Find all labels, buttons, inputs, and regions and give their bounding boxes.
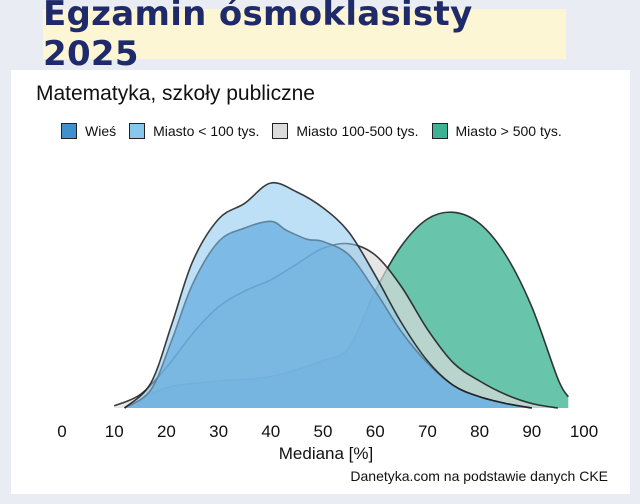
legend-swatch	[431, 123, 448, 139]
x-tick-label: 70	[418, 422, 437, 441]
legend-item: Miasto 100-500 tys.	[272, 123, 419, 139]
area-city-under-100k	[124, 182, 532, 408]
x-tick-label: 80	[470, 422, 489, 441]
legend-item: Wieś	[61, 123, 116, 139]
legend-label: Wieś	[85, 123, 117, 139]
legend-label: Miasto 100-500 tys.	[296, 123, 419, 139]
x-tick-label: 30	[209, 422, 228, 441]
x-tick-label: 10	[105, 422, 124, 441]
legend-label: Miasto < 100 tys.	[153, 123, 260, 139]
x-tick-label: 0	[57, 422, 66, 441]
chart-panel: Matematyka, szkoły publiczne Wieś Miasto …	[11, 70, 630, 494]
x-tick-label: 50	[314, 422, 333, 441]
legend-swatch	[272, 123, 289, 139]
outline-city-under-100k	[124, 181, 532, 409]
x-tick-label: 60	[366, 422, 385, 441]
density-chart: 0 10 20 30 40 50 60 70 80 90 100 Mediana [%]	[57, 181, 598, 463]
source-note: Danetyka.com na podstawie danych CKE	[350, 468, 608, 484]
legend-item: Miasto > 500 tys.	[431, 123, 562, 139]
x-axis-title: Mediana [%]	[279, 444, 374, 463]
legend-label: Miasto > 500 tys.	[455, 123, 562, 139]
title-banner: Egzamin ósmoklasisty 2025	[43, 0, 566, 74]
area-city-over-500k	[129, 212, 569, 408]
x-tick-label: 90	[522, 422, 541, 441]
legend-item: Miasto < 100 tys.	[129, 123, 259, 139]
legend-swatch	[61, 123, 77, 139]
legend: Wieś Miasto < 100 tys. Miasto 100-500 tys.…	[61, 123, 575, 139]
main-title: Egzamin ósmoklasisty 2025	[43, 0, 473, 74]
legend-swatch	[129, 123, 146, 139]
x-tick-label: 40	[261, 422, 280, 441]
x-tick-label: 100	[570, 422, 598, 441]
chart-title: Matematyka, szkoły publiczne	[36, 82, 315, 105]
x-tick-label: 20	[157, 422, 176, 441]
